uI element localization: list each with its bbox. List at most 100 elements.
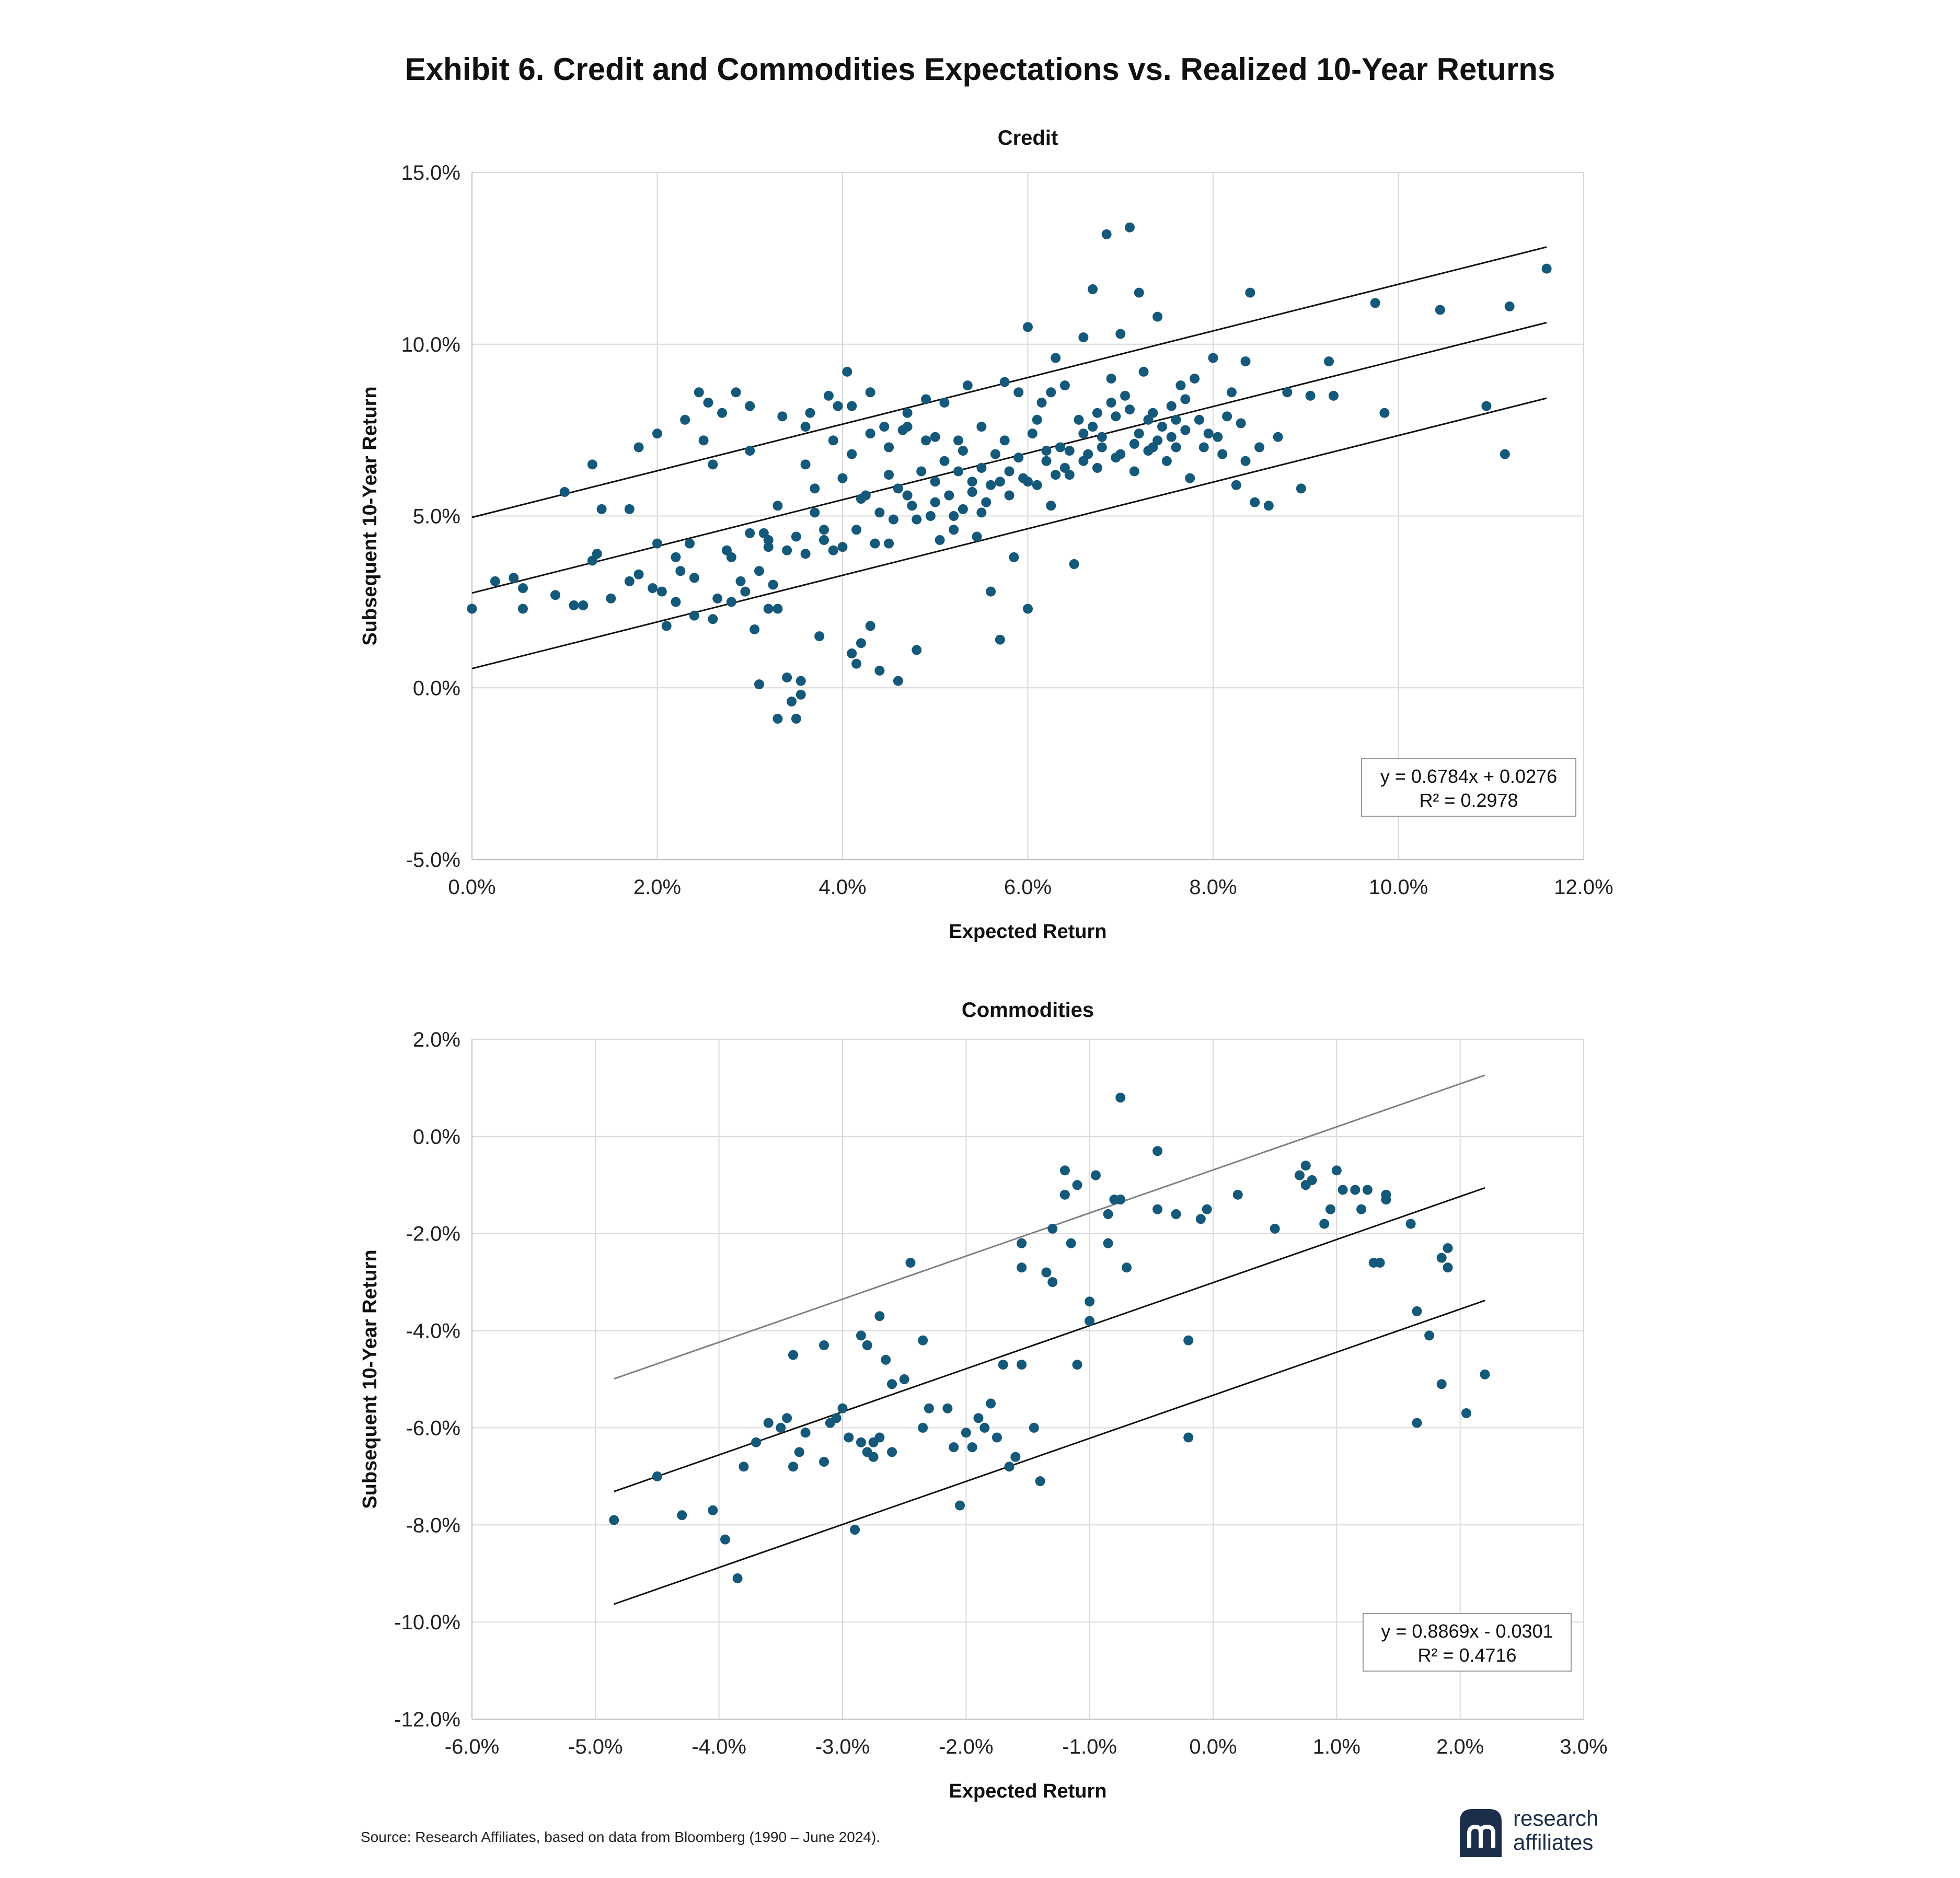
commodities-data-point xyxy=(998,1360,1008,1370)
credit-data-point xyxy=(680,414,690,425)
commodities-data-point xyxy=(1029,1422,1039,1433)
research-affiliates-logo: research affiliates xyxy=(1456,1803,1628,1860)
commodities-data-point xyxy=(1183,1432,1194,1443)
credit-data-point xyxy=(1069,559,1079,570)
credit-x-tick-label: 0.0% xyxy=(448,876,495,899)
credit-data-point xyxy=(1245,287,1255,298)
credit-data-point xyxy=(981,497,991,507)
commodities-data-point xyxy=(1122,1262,1132,1273)
credit-data-point xyxy=(698,435,709,446)
credit-data-point xyxy=(1106,374,1116,384)
credit-data-point xyxy=(1120,390,1131,401)
credit-data-point xyxy=(1143,414,1154,425)
commodities-data-point xyxy=(1338,1185,1348,1195)
credit-data-point xyxy=(671,552,681,562)
credit-data-point xyxy=(1250,497,1260,507)
credit-data-point xyxy=(1185,473,1195,483)
commodities-data-point xyxy=(794,1447,804,1457)
credit-data-point xyxy=(870,538,880,549)
credit-data-point xyxy=(837,542,848,552)
credit-data-point xyxy=(847,401,857,411)
credit-data-point xyxy=(791,713,801,724)
credit-data-point xyxy=(1226,387,1237,398)
credit-data-point xyxy=(1379,408,1390,418)
credit-data-point xyxy=(763,542,774,552)
credit-data-point xyxy=(1013,453,1024,463)
credit-data-point xyxy=(907,501,917,511)
commodities-data-point xyxy=(800,1428,811,1438)
commodities-data-point xyxy=(986,1398,996,1409)
credit-data-point xyxy=(930,477,940,487)
credit-data-point xyxy=(773,501,783,511)
commodities-data-point xyxy=(1270,1223,1280,1234)
credit-data-point xyxy=(823,390,834,401)
commodities-y-tick-label: 2.0% xyxy=(413,1028,460,1051)
credit-data-point xyxy=(976,507,987,518)
commodities-data-point xyxy=(732,1573,743,1584)
commodities-data-point xyxy=(955,1500,965,1511)
commodities-data-point xyxy=(1443,1262,1453,1273)
credit-data-point xyxy=(1222,411,1232,422)
credit-chart-title: Credit xyxy=(998,126,1058,149)
credit-data-point xyxy=(1124,222,1135,233)
commodities-x-tick-label: -2.0% xyxy=(939,1735,994,1758)
commodities-y-tick-label: 0.0% xyxy=(413,1126,460,1149)
credit-data-point xyxy=(1161,456,1172,466)
credit-x-tick-label: 12.0% xyxy=(1554,876,1613,899)
credit-data-point xyxy=(490,576,500,586)
credit-data-point xyxy=(1092,408,1102,418)
exhibit-title: Exhibit 6. Credit and Commodities Expect… xyxy=(405,52,1555,87)
credit-data-point xyxy=(1240,456,1251,466)
commodities-data-point xyxy=(1017,1262,1027,1273)
commodities-y-axis-title: Subsequent 10-Year Return xyxy=(359,1249,381,1509)
commodities-data-point xyxy=(1405,1219,1416,1229)
credit-data-point xyxy=(1138,366,1149,377)
commodities-data-point xyxy=(1017,1360,1027,1370)
commodities-data-point xyxy=(776,1422,786,1433)
commodities-data-point xyxy=(961,1428,971,1438)
credit-data-point xyxy=(596,504,607,514)
commodities-chart: Commodities -12.0% -10.0% -8.0% -6.0% -4.0% -2… xyxy=(359,999,1608,1802)
commodities-data-point xyxy=(1424,1330,1435,1341)
commodities-data-point xyxy=(1325,1204,1336,1214)
credit-data-point xyxy=(1328,390,1339,401)
commodities-data-point xyxy=(788,1462,798,1472)
credit-data-point xyxy=(1106,398,1116,408)
commodities-y-tick-label: -6.0% xyxy=(406,1417,461,1440)
commodities-x-tick-label: 1.0% xyxy=(1313,1735,1361,1758)
commodities-data-point xyxy=(1004,1462,1014,1472)
commodities-data-point xyxy=(850,1525,860,1535)
credit-data-point xyxy=(1282,387,1293,398)
commodities-data-point xyxy=(973,1413,984,1423)
credit-data-point xyxy=(652,538,662,549)
commodities-data-point xyxy=(856,1330,866,1341)
credit-data-point xyxy=(958,504,968,514)
credit-data-point xyxy=(726,552,736,562)
commodities-x-tick-label: 2.0% xyxy=(1436,1735,1484,1758)
commodities-data-point xyxy=(862,1340,872,1350)
credit-data-point xyxy=(1180,394,1191,404)
credit-data-point xyxy=(1078,428,1089,439)
credit-data-point xyxy=(1027,428,1037,439)
credit-data-point xyxy=(1166,432,1177,442)
credit-data-point xyxy=(884,442,894,453)
commodities-x-axis-title: Expected Return xyxy=(949,1780,1107,1802)
credit-data-point xyxy=(1097,432,1107,442)
credit-data-point xyxy=(1055,442,1066,453)
credit-data-point xyxy=(930,497,940,507)
credit-data-point xyxy=(939,456,950,466)
commodities-data-point xyxy=(1059,1189,1070,1200)
commodities-data-point xyxy=(720,1534,730,1545)
credit-data-point xyxy=(1115,449,1126,459)
commodities-data-point xyxy=(856,1437,866,1447)
commodities-data-point xyxy=(1362,1185,1373,1195)
credit-data-point xyxy=(559,486,570,497)
credit-data-point xyxy=(1023,604,1033,614)
credit-data-point xyxy=(986,586,996,597)
commodities-data-point xyxy=(677,1510,687,1521)
commodities-r-squared: R² = 0.4716 xyxy=(1417,1644,1516,1666)
credit-data-point xyxy=(708,614,718,624)
credit-data-point xyxy=(833,401,843,411)
credit-data-point xyxy=(1051,353,1061,363)
credit-data-point xyxy=(1166,401,1177,411)
